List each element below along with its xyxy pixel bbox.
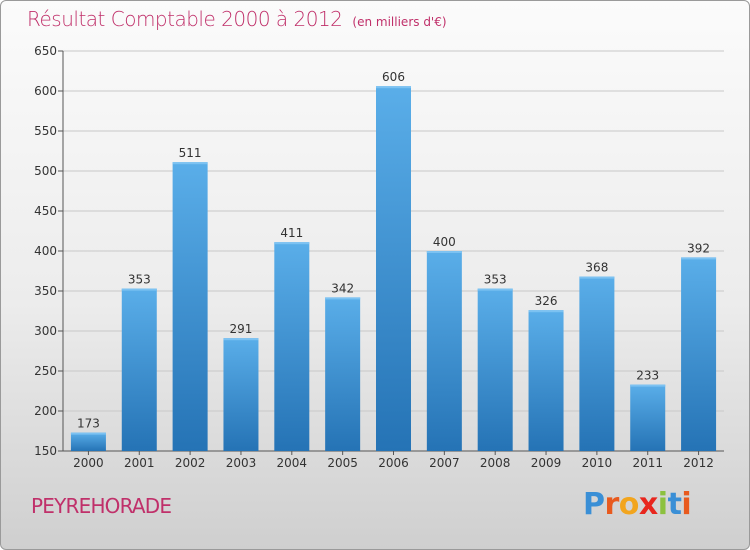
x-tick-label: 2009 bbox=[531, 456, 562, 470]
bar bbox=[579, 276, 615, 451]
y-tick-label: 350 bbox=[34, 284, 57, 298]
logo-letter: t bbox=[667, 487, 682, 522]
chart-title: Résultat Comptable 2000 à 2012 bbox=[27, 7, 343, 31]
y-tick-label: 500 bbox=[34, 164, 57, 178]
y-tick-label: 400 bbox=[34, 244, 57, 258]
bar-highlight bbox=[681, 257, 717, 260]
x-tick-label: 2003 bbox=[226, 456, 257, 470]
bar bbox=[274, 242, 310, 451]
data-label: 233 bbox=[636, 369, 659, 383]
x-tick-label: 2001 bbox=[124, 456, 155, 470]
chart-unit: (en milliers d'€) bbox=[352, 15, 447, 29]
x-tick-label: 2010 bbox=[582, 456, 613, 470]
data-label: 606 bbox=[382, 70, 405, 84]
chart-title-block: Résultat Comptable 2000 à 2012 (en millie… bbox=[27, 7, 447, 31]
bar-highlight bbox=[376, 86, 411, 89]
x-tick-label: 2000 bbox=[73, 456, 104, 470]
bar-highlight bbox=[121, 288, 157, 291]
bar bbox=[172, 162, 208, 451]
logo-letter: i bbox=[657, 487, 668, 522]
logo-letter: P bbox=[583, 487, 605, 522]
bar bbox=[426, 251, 462, 451]
bar-highlight bbox=[630, 384, 666, 387]
bar bbox=[121, 288, 157, 451]
bar bbox=[630, 384, 666, 451]
bar-highlight bbox=[70, 432, 106, 435]
data-label: 326 bbox=[535, 294, 558, 308]
bar-highlight bbox=[477, 288, 513, 291]
y-tick-label: 200 bbox=[34, 404, 57, 418]
data-label: 368 bbox=[585, 261, 608, 275]
x-tick-label: 2005 bbox=[327, 456, 358, 470]
y-tick-labels: 150 200 250 300 350 400 450 500 550 600 650 bbox=[34, 44, 57, 458]
y-tick-label: 650 bbox=[34, 44, 57, 58]
x-tick-labels: 2000 2001 2002 2003 2004 2005 2006 2007 2008 2009… bbox=[73, 451, 714, 470]
x-tick-label: 2006 bbox=[378, 456, 409, 470]
bar bbox=[681, 257, 717, 451]
logo-letter: i bbox=[681, 487, 692, 522]
bar bbox=[477, 288, 513, 451]
bar-highlight bbox=[274, 242, 310, 245]
y-tick-label: 250 bbox=[34, 364, 57, 378]
data-label: 400 bbox=[433, 235, 456, 249]
logo-letter: x bbox=[638, 487, 658, 522]
bar-highlight bbox=[172, 162, 208, 165]
data-label: 353 bbox=[484, 273, 507, 287]
y-tick-label: 450 bbox=[34, 204, 57, 218]
y-tick-label: 300 bbox=[34, 324, 57, 338]
y-tick-label: 600 bbox=[34, 84, 57, 98]
y-tick-label: 550 bbox=[34, 124, 57, 138]
x-tick-label: 2012 bbox=[683, 456, 714, 470]
x-tick-label: 2004 bbox=[277, 456, 308, 470]
logo-letter: r bbox=[604, 487, 620, 522]
y-tick-label: 150 bbox=[34, 444, 57, 458]
bar-highlight bbox=[325, 297, 361, 300]
x-tick-label: 2008 bbox=[480, 456, 511, 470]
data-label: 392 bbox=[687, 241, 710, 255]
proxiti-logo[interactable]: Proxiti bbox=[583, 487, 692, 522]
data-label: 173 bbox=[77, 417, 100, 431]
data-labels: 173 353 511 291 411 342 606 400 353 326 368 233 392 bbox=[77, 70, 710, 430]
x-tick-label: 2011 bbox=[632, 456, 663, 470]
bar-highlight bbox=[579, 276, 615, 279]
logo-letter: o bbox=[618, 487, 640, 522]
bar bbox=[376, 86, 411, 451]
bar bbox=[528, 310, 564, 451]
commune-name: PEYREHORADE bbox=[31, 494, 172, 518]
data-label: 411 bbox=[280, 226, 303, 240]
bar-highlight bbox=[223, 338, 259, 341]
bar-highlight bbox=[528, 310, 564, 313]
data-label: 342 bbox=[331, 281, 354, 295]
data-label: 511 bbox=[179, 146, 202, 160]
bar bbox=[223, 338, 259, 451]
bar bbox=[70, 432, 106, 451]
bars bbox=[70, 86, 717, 451]
x-tick-label: 2007 bbox=[429, 456, 460, 470]
bar bbox=[325, 297, 361, 451]
data-label: 291 bbox=[230, 322, 253, 336]
x-tick-label: 2002 bbox=[175, 456, 206, 470]
bar-highlight bbox=[426, 251, 462, 253]
data-label: 353 bbox=[128, 273, 151, 287]
